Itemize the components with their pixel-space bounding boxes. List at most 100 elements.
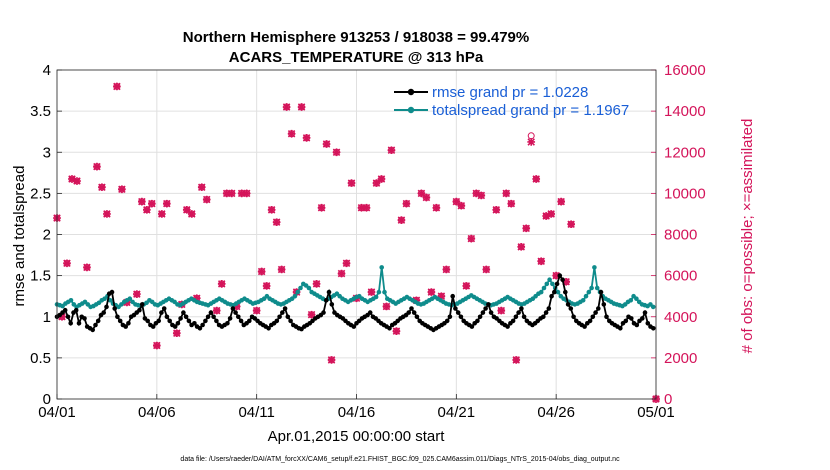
- obs-assimilated-point: [262, 282, 271, 290]
- rmse-point: [214, 318, 219, 324]
- y-right-tick-label: 8000: [664, 227, 697, 244]
- rmse-point: [200, 322, 205, 328]
- rmse-point: [178, 316, 183, 321]
- rmse-point: [590, 314, 596, 320]
- totalspread-point: [544, 281, 550, 287]
- obs-assimilated-point: [522, 224, 531, 233]
- obs-assimilated-point: [327, 356, 336, 364]
- obs-assimilated-point: [267, 205, 276, 214]
- rmse-point: [161, 306, 167, 311]
- obs-assimilated-point: [252, 306, 261, 315]
- totalspread-point: [583, 293, 589, 299]
- obs-assimilated-point: [417, 189, 426, 198]
- totalspread-point: [628, 298, 634, 303]
- rmse-point: [326, 289, 332, 295]
- rmse-point: [543, 310, 549, 315]
- y-right-tick-label: 16000: [664, 62, 706, 79]
- rmse-point: [282, 306, 288, 311]
- totalspread-point: [127, 296, 133, 302]
- obs-assimilated-point: [442, 265, 451, 274]
- y-left-tick-label: 0.5: [30, 350, 51, 367]
- rmse-point: [274, 318, 280, 324]
- rmse-point: [453, 306, 458, 311]
- obs-assimilated-point: [242, 189, 251, 198]
- rmse-point: [115, 314, 120, 320]
- rmse-point: [117, 318, 123, 324]
- y-right-tick-label: 10000: [664, 185, 706, 202]
- rmse-point: [618, 326, 623, 331]
- obs-assimilated-point: [537, 257, 546, 266]
- obs-assimilated-point: [557, 197, 565, 206]
- obs-assimilated-point: [462, 282, 471, 290]
- rmse-point: [321, 310, 326, 315]
- rmse-point: [571, 314, 576, 320]
- rmse-point: [208, 310, 214, 315]
- rmse-point: [126, 321, 131, 326]
- obs-assimilated-point: [457, 201, 466, 210]
- rmse-point: [634, 322, 640, 328]
- rmse-point: [95, 318, 101, 324]
- legend-totalspread-marker: [407, 106, 415, 114]
- obs-assimilated-point: [437, 292, 446, 301]
- rmse-point: [645, 321, 651, 326]
- totalspread-point: [580, 298, 586, 303]
- rmse-point: [225, 321, 230, 326]
- rmse-point: [137, 307, 142, 313]
- y-left-axis-ticks: 0 0.5 1 1.5 2 2.5 3 3.5 4: [30, 62, 62, 408]
- rmse-point: [186, 318, 192, 324]
- rmse-point: [455, 310, 461, 315]
- obs-assimilated-point: [527, 138, 536, 146]
- totalspread-point: [541, 285, 547, 291]
- rmse-point: [82, 316, 87, 321]
- plot-frame: [56, 69, 657, 400]
- rmse-point: [516, 310, 521, 315]
- obs-assimilated-point: [372, 179, 381, 187]
- y-left-tick-label: 2.5: [30, 185, 51, 202]
- obs-assimilated-point: [152, 341, 161, 350]
- obs-assimilated-point: [532, 175, 541, 183]
- rmse-series: [54, 273, 656, 333]
- rmse-point: [549, 293, 554, 299]
- rmse-point: [563, 289, 568, 295]
- rmse-point: [629, 316, 634, 321]
- legend-rmse-marker: [407, 88, 415, 96]
- rmse-point: [238, 318, 244, 324]
- y-right-tick-label: 4000: [664, 309, 697, 326]
- obs-assimilated-point: [337, 269, 346, 278]
- y-right-tick-label: 2000: [664, 350, 697, 367]
- totalspread-point: [373, 294, 379, 300]
- totalspread-point: [107, 298, 113, 303]
- obs-assimilated-point: [187, 210, 196, 218]
- obs-assimilated-point: [118, 185, 126, 194]
- chart-title: Northern Hemisphere 913253 / 918038 = 99…: [183, 29, 529, 46]
- rmse-point: [73, 307, 79, 313]
- x-tick-label: 05/01: [637, 404, 675, 421]
- rmse-point: [288, 318, 293, 324]
- chart-subtitle: ACARS_TEMPERATURE @ 313 hPa: [229, 49, 484, 66]
- x-tick-label: 04/01: [38, 404, 76, 421]
- y-right-axis-ticks: 0 2000 4000 6000 8000 10000 12000 14000 16000: [651, 62, 706, 408]
- rmse-point: [568, 306, 574, 311]
- rmse-point: [104, 304, 109, 310]
- obs-assimilated-point: [172, 329, 181, 338]
- obs-assimilated-point: [272, 218, 281, 227]
- y-right-tick-label: 14000: [664, 103, 706, 120]
- totalspread-point: [68, 298, 74, 303]
- obs-assimilated-point: [192, 294, 201, 303]
- rmse-point: [285, 314, 291, 320]
- obs-assimilated-point: [422, 193, 431, 202]
- rmse-point: [587, 318, 593, 324]
- rmse-point: [601, 302, 607, 307]
- legend-rmse-label: rmse grand pr = 1.0228: [432, 84, 588, 101]
- rmse-point: [552, 289, 557, 295]
- obs-assimilated-point: [302, 134, 311, 142]
- rmse-point: [159, 310, 164, 315]
- obs-assimilated-point: [502, 189, 511, 198]
- rmse-point: [557, 273, 563, 278]
- y-left-label: rmse and totalspread: [11, 166, 28, 307]
- rmse-point: [175, 321, 181, 326]
- rmse-point: [156, 318, 161, 324]
- obs-assimilated-point: [377, 175, 386, 183]
- y-right-tick-label: 12000: [664, 144, 706, 161]
